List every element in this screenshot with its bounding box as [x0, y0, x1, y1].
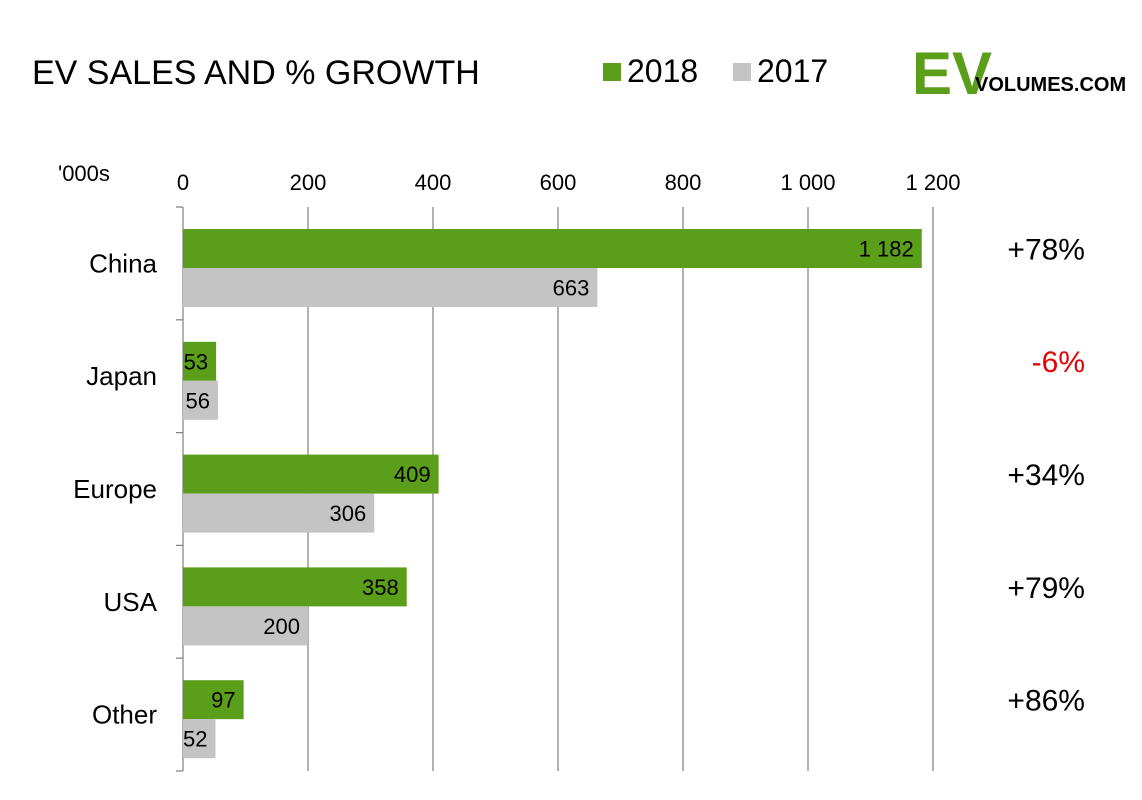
growth-labels: +78% -6% +34% +79% +86%: [1007, 233, 1085, 717]
data-label: 1 182: [859, 237, 914, 262]
bar-2017-china: [183, 268, 598, 307]
data-label: 306: [330, 501, 367, 526]
growth-label: +34%: [1007, 459, 1085, 492]
chart-title: EV SALES AND % GROWTH: [32, 54, 480, 92]
growth-label: +78%: [1007, 233, 1085, 266]
bar-2017-japan: [183, 380, 218, 420]
legend-swatch-2018: [603, 63, 621, 81]
x-tick-label: 800: [665, 170, 702, 195]
category-label: China: [89, 248, 157, 278]
bar-2017-usa: [183, 606, 308, 646]
data-label: 97: [211, 688, 235, 713]
x-tick-label: 400: [415, 170, 452, 195]
x-tick-label: 0: [177, 170, 189, 195]
legend-label-2017: 2017: [757, 53, 828, 89]
x-tick-label: 600: [540, 170, 577, 195]
logo: EV VOLUMES.COM: [912, 40, 1126, 107]
data-label: 200: [263, 614, 300, 639]
data-label: 358: [362, 575, 399, 600]
growth-label: +79%: [1007, 572, 1085, 605]
data-label: 52: [183, 727, 207, 752]
legend-swatch-2017: [733, 63, 751, 81]
data-label: 56: [186, 388, 210, 413]
legend-label-2018: 2018: [627, 53, 698, 89]
x-tick-label: 1 000: [780, 170, 835, 195]
category-label: Europe: [73, 474, 157, 504]
data-label: 663: [553, 276, 590, 301]
category-labels: China Japan Europe USA Other: [73, 248, 157, 729]
x-tick-label: 200: [290, 170, 327, 195]
growth-label: -6%: [1032, 346, 1085, 379]
bar-2017-other: [183, 719, 216, 759]
data-label: 53: [184, 349, 208, 374]
category-label: USA: [104, 587, 158, 617]
unit-label: '000s: [58, 161, 110, 186]
bar-2018-usa: [183, 567, 407, 607]
growth-label: +86%: [1007, 685, 1085, 718]
bar-2018-other: [183, 680, 244, 720]
logo-ev-text: EV: [912, 40, 992, 107]
bar-2017-europe: [183, 493, 375, 533]
category-label: Other: [92, 700, 157, 730]
x-tick-label: 1 200: [905, 170, 960, 195]
legend: 2018 2017: [603, 53, 828, 89]
bar-2018-europe: [183, 454, 439, 494]
bar-2018-japan: [183, 341, 217, 381]
data-label: 409: [394, 462, 431, 487]
logo-volumes-text: VOLUMES.COM: [975, 74, 1126, 96]
category-label: Japan: [86, 361, 157, 391]
x-axis-ticks: 0 200 400 600 800 1 000 1 200: [177, 170, 961, 195]
bar-2018-china: [183, 229, 922, 268]
